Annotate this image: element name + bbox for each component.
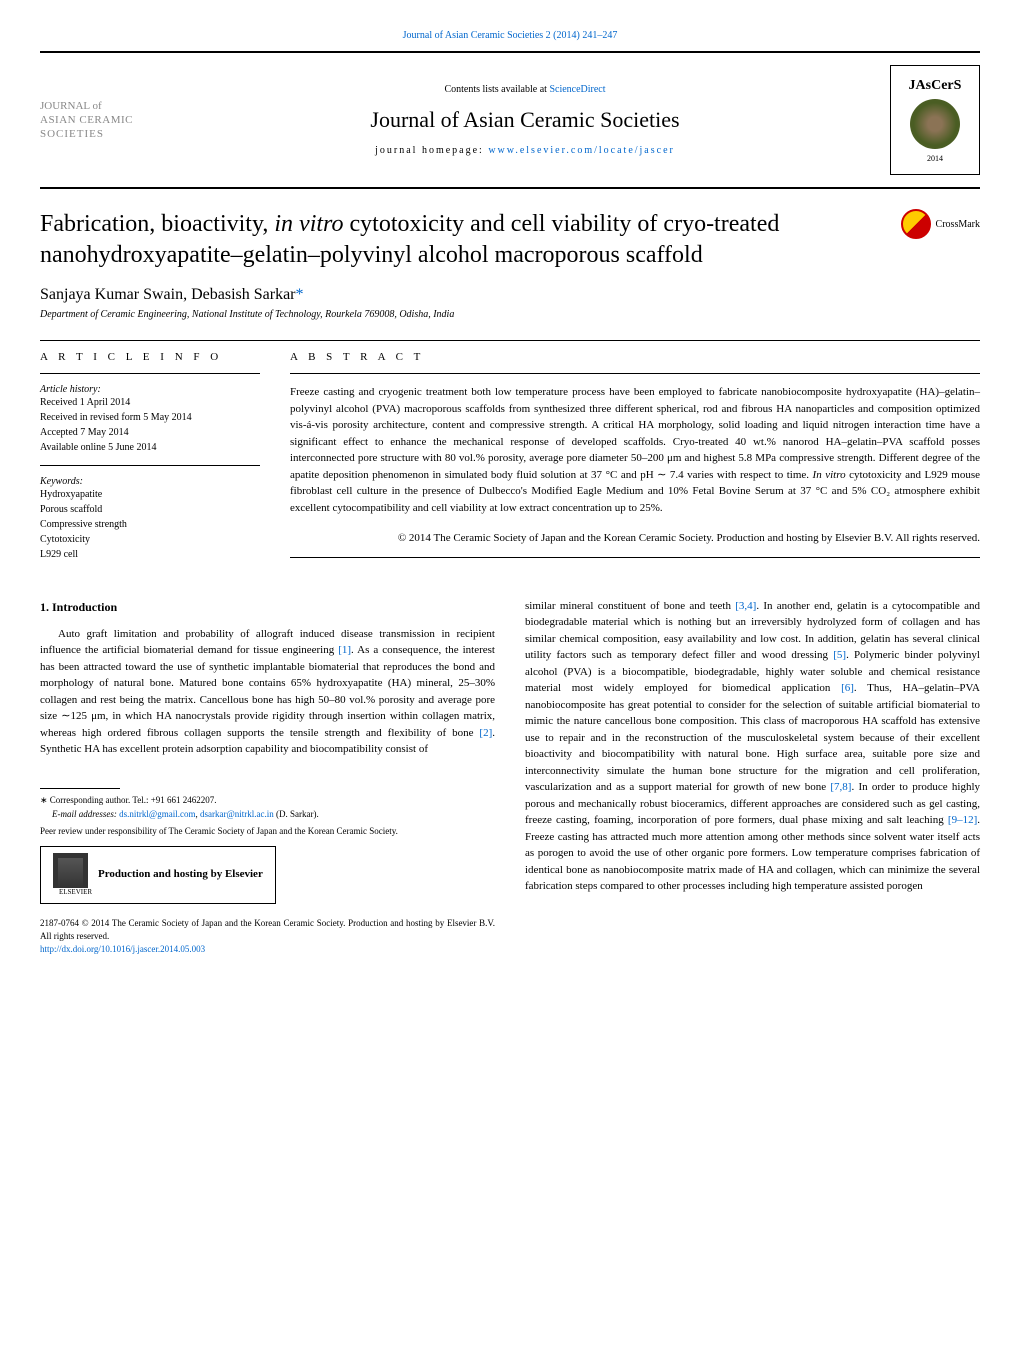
issn-copyright-line: 2187-0764 © 2014 The Ceramic Society of … bbox=[40, 917, 495, 942]
journal-cover-thumbnail: JAsCerS 2014 bbox=[890, 65, 980, 175]
journal-reference: Journal of Asian Ceramic Societies 2 (20… bbox=[40, 30, 980, 41]
cover-year: 2014 bbox=[927, 154, 943, 163]
article-title: Fabrication, bioactivity, in vitro cytot… bbox=[40, 209, 840, 271]
sciencedirect-link[interactable]: ScienceDirect bbox=[549, 84, 605, 95]
footer-section: ∗ Corresponding author. Tel.: +91 661 24… bbox=[40, 788, 495, 955]
homepage-link[interactable]: www.elsevier.com/locate/jascer bbox=[488, 145, 675, 156]
affiliation: Department of Ceramic Engineering, Natio… bbox=[40, 309, 980, 320]
history-label: Article history: bbox=[40, 384, 260, 395]
ref-link-6[interactable]: [6] bbox=[841, 682, 854, 694]
info-divider-1 bbox=[40, 373, 260, 374]
journal-name: Journal of Asian Ceramic Societies bbox=[160, 107, 890, 133]
abstract-text: Freeze casting and cryogenic treatment b… bbox=[290, 384, 980, 516]
keyword-3: Compressive strength bbox=[40, 517, 260, 532]
page-container: Journal of Asian Ceramic Societies 2 (20… bbox=[0, 0, 1020, 985]
contents-lists-line: Contents lists available at ScienceDirec… bbox=[160, 84, 890, 95]
intro-text-1b: . As a consequence, the interest has bee… bbox=[40, 644, 495, 739]
logo-line-2: ASIAN CERAMIC bbox=[40, 113, 160, 127]
email-label: E-mail addresses: bbox=[52, 809, 119, 819]
abstract-heading: A B S T R A C T bbox=[290, 351, 980, 363]
divider-top bbox=[40, 340, 980, 341]
journal-logo-left: JOURNAL of ASIAN CERAMIC SOCIETIES bbox=[40, 99, 160, 142]
abstract-italic: In vitro bbox=[813, 469, 846, 481]
intro-heading: 1. Introduction bbox=[40, 598, 495, 616]
intro-text-2a: similar mineral constituent of bone and … bbox=[525, 600, 735, 612]
footer-divider bbox=[40, 788, 120, 789]
abstract-divider-1 bbox=[290, 373, 980, 374]
online-date: Available online 5 June 2014 bbox=[40, 440, 260, 455]
abstract-block: A B S T R A C T Freeze casting and cryog… bbox=[290, 351, 980, 567]
copyright-line: © 2014 The Ceramic Society of Japan and … bbox=[290, 531, 980, 546]
hosting-text: Production and hosting by Elsevier bbox=[98, 867, 263, 882]
globe-icon bbox=[910, 99, 960, 149]
email-suffix: (D. Sarkar). bbox=[274, 809, 319, 819]
corresponding-marker[interactable]: * bbox=[296, 286, 304, 303]
ref-link-5[interactable]: [5] bbox=[833, 649, 846, 661]
main-content: 1. Introduction Auto graft limitation an… bbox=[40, 598, 980, 955]
author-names: Sanjaya Kumar Swain, Debasish Sarkar bbox=[40, 286, 296, 303]
title-section: CrossMark Fabrication, bioactivity, in v… bbox=[40, 209, 980, 271]
revised-date: Received in revised form 5 May 2014 bbox=[40, 410, 260, 425]
logo-line-1: JOURNAL of bbox=[40, 99, 160, 113]
column-right: similar mineral constituent of bone and … bbox=[525, 598, 980, 955]
contents-text: Contents lists available at bbox=[444, 84, 549, 95]
crossmark-label: CrossMark bbox=[936, 219, 980, 230]
logo-line-3: SOCIETIES bbox=[40, 127, 160, 141]
abstract-divider-2 bbox=[290, 557, 980, 558]
article-info-heading: A R T I C L E I N F O bbox=[40, 351, 260, 363]
info-abstract-row: A R T I C L E I N F O Article history: R… bbox=[40, 351, 980, 567]
peer-review-line: Peer review under responsibility of The … bbox=[40, 825, 495, 838]
keyword-2: Porous scaffold bbox=[40, 502, 260, 517]
crossmark-icon bbox=[901, 209, 931, 239]
elsevier-tree-icon bbox=[53, 853, 88, 888]
corresponding-author-line: ∗ Corresponding author. Tel.: +91 661 24… bbox=[40, 794, 495, 807]
intro-para-1: Auto graft limitation and probability of… bbox=[40, 626, 495, 758]
journal-homepage-line: journal homepage: www.elsevier.com/locat… bbox=[160, 145, 890, 156]
doi-link[interactable]: http://dx.doi.org/10.1016/j.jascer.2014.… bbox=[40, 944, 205, 954]
title-part-1: Fabrication, bioactivity, bbox=[40, 211, 274, 237]
article-info-block: A R T I C L E I N F O Article history: R… bbox=[40, 351, 260, 567]
elsevier-logo: ELSEVIER bbox=[53, 853, 98, 898]
title-italic: in vitro bbox=[274, 211, 343, 237]
email-line: E-mail addresses: ds.nitrkl@gmail.com, d… bbox=[40, 808, 495, 821]
info-divider-2 bbox=[40, 465, 260, 466]
author-list: Sanjaya Kumar Swain, Debasish Sarkar* bbox=[40, 286, 980, 304]
homepage-label: journal homepage: bbox=[375, 145, 488, 156]
elsevier-hosting-box: ELSEVIER Production and hosting by Elsev… bbox=[40, 846, 276, 905]
keyword-4: Cytotoxicity bbox=[40, 532, 260, 547]
ref-link-1[interactable]: [1] bbox=[338, 644, 351, 656]
intro-text-2d: . Thus, HA–gelatin–PVA nanobiocomposite … bbox=[525, 682, 980, 793]
ref-link-78[interactable]: [7,8] bbox=[830, 781, 851, 793]
keyword-5: L929 cell bbox=[40, 547, 260, 562]
email-link-1[interactable]: ds.nitrkl@gmail.com bbox=[119, 809, 195, 819]
email-link-2[interactable]: dsarkar@nitrkl.ac.in bbox=[200, 809, 274, 819]
journal-center-block: Contents lists available at ScienceDirec… bbox=[160, 84, 890, 156]
keywords-list: Hydroxyapatite Porous scaffold Compressi… bbox=[40, 487, 260, 562]
journal-header-bar: JOURNAL of ASIAN CERAMIC SOCIETIES Conte… bbox=[40, 51, 980, 189]
accepted-date: Accepted 7 May 2014 bbox=[40, 425, 260, 440]
received-date: Received 1 April 2014 bbox=[40, 395, 260, 410]
column-left: 1. Introduction Auto graft limitation an… bbox=[40, 598, 495, 955]
ref-link-34[interactable]: [3,4] bbox=[735, 600, 756, 612]
jascs-label: JAsCerS bbox=[909, 78, 962, 94]
ref-link-2[interactable]: [2] bbox=[479, 727, 492, 739]
ref-link-912[interactable]: [9–12] bbox=[948, 814, 977, 826]
crossmark-badge[interactable]: CrossMark bbox=[901, 209, 980, 239]
keywords-label: Keywords: bbox=[40, 476, 260, 487]
elsevier-label: ELSEVIER bbox=[53, 888, 98, 898]
abstract-text-1: Freeze casting and cryogenic treatment b… bbox=[290, 386, 980, 481]
keyword-1: Hydroxyapatite bbox=[40, 487, 260, 502]
intro-para-2: similar mineral constituent of bone and … bbox=[525, 598, 980, 895]
